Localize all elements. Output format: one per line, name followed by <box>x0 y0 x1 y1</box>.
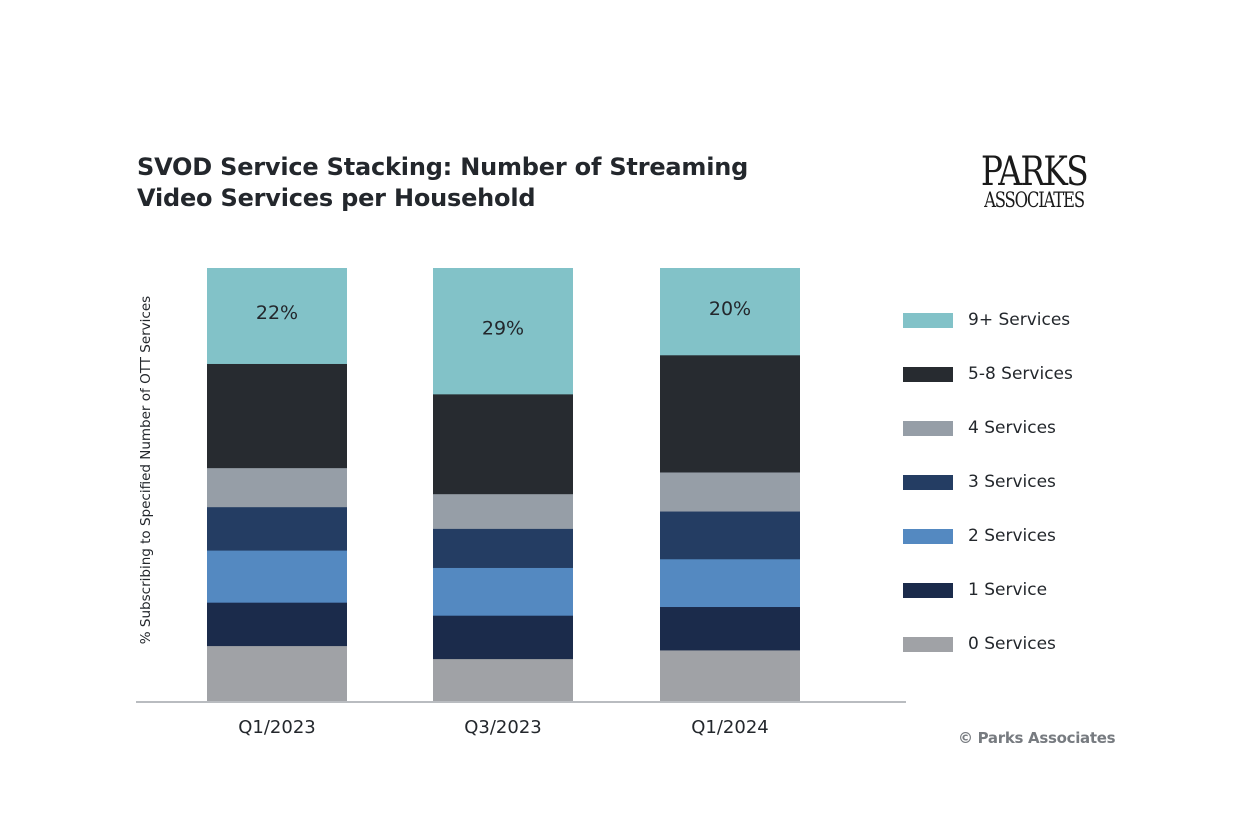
logo-bottom-text: ASSOCIATES <box>984 188 1085 212</box>
bar-segment-3-services-q1-2024 <box>660 511 800 560</box>
bar-segment-1-service-q1-2023 <box>207 602 347 647</box>
legend-item-1-service: 1 Service <box>903 563 1073 617</box>
bar-segment-9-services-q1-2023 <box>207 268 347 364</box>
legend-item-5-8-services: 5-8 Services <box>903 347 1073 401</box>
legend-label: 5-8 Services <box>968 364 1073 384</box>
legend-swatch <box>903 312 953 328</box>
bar-segment-4-services-q3-2023 <box>433 493 573 529</box>
bar-segment-9-services-q3-2023 <box>433 268 573 395</box>
data-label-q3-2023: 29% <box>482 317 524 339</box>
legend-label: 0 Services <box>968 634 1056 654</box>
legend-label: 9+ Services <box>968 310 1071 330</box>
logo-top-text: PARKS <box>980 149 1089 195</box>
legend-item-9-services: 9+ Services <box>903 293 1073 347</box>
legend-swatch <box>903 420 953 436</box>
legend: 9+ Services 5-8 Services 4 Services 3 Servi… <box>903 293 1073 671</box>
bar-segment-4-services-q1-2024 <box>660 471 800 512</box>
bar-segment-0-services-q1-2024 <box>660 649 800 703</box>
x-tick-labels: Q1/2023 Q3/2023 Q1/2024 <box>238 717 769 738</box>
x-tick-label-q1-2024: Q1/2024 <box>691 717 769 738</box>
legend-swatch <box>903 528 953 544</box>
bar-segment-4-services-q1-2023 <box>207 467 347 508</box>
chart-title: SVOD Service Stacking: Number of Streami… <box>137 153 749 212</box>
legend-item-2-services: 2 Services <box>903 509 1073 563</box>
x-tick-label-q3-2023: Q3/2023 <box>464 717 542 738</box>
x-tick-label-q1-2023: Q1/2023 <box>238 717 316 738</box>
bar-segment-5-8-services-q1-2023 <box>207 363 347 469</box>
data-label-q1-2024: 20% <box>709 298 751 320</box>
legend-label: 4 Services <box>968 418 1056 438</box>
bar-segment-2-services-q3-2023 <box>433 567 573 616</box>
bar-segment-0-services-q1-2023 <box>207 645 347 703</box>
legend-label: 3 Services <box>968 472 1056 492</box>
bar-segment-2-services-q1-2024 <box>660 558 800 608</box>
legend-item-4-services: 4 Services <box>903 401 1073 455</box>
bar-segment-9-services-q1-2024 <box>660 268 800 356</box>
copyright-text: © Parks Associates <box>958 729 1116 747</box>
bar-segment-2-services-q1-2023 <box>207 550 347 603</box>
legend-swatch <box>903 636 953 652</box>
legend-swatch <box>903 582 953 598</box>
bar-segment-3-services-q1-2023 <box>207 506 347 551</box>
bar-segment-0-services-q3-2023 <box>433 658 573 703</box>
bar-segment-1-service-q1-2024 <box>660 606 800 651</box>
bar-segment-1-service-q3-2023 <box>433 615 573 660</box>
legend-swatch <box>903 474 953 490</box>
legend-label: 2 Services <box>968 526 1056 546</box>
legend-swatch <box>903 366 953 382</box>
bar-segment-3-services-q3-2023 <box>433 528 573 568</box>
legend-label: 1 Service <box>968 580 1048 600</box>
bar-segment-5-8-services-q1-2024 <box>660 354 800 473</box>
bars-group: 22% 29% 20% <box>207 268 800 703</box>
legend-item-0-services: 0 Services <box>903 617 1073 671</box>
data-label-q1-2023: 22% <box>256 302 298 324</box>
legend-item-3-services: 3 Services <box>903 455 1073 509</box>
parks-associates-logo: PARKS ASSOCIATES <box>966 149 1102 212</box>
bar-segment-5-8-services-q3-2023 <box>433 393 573 495</box>
